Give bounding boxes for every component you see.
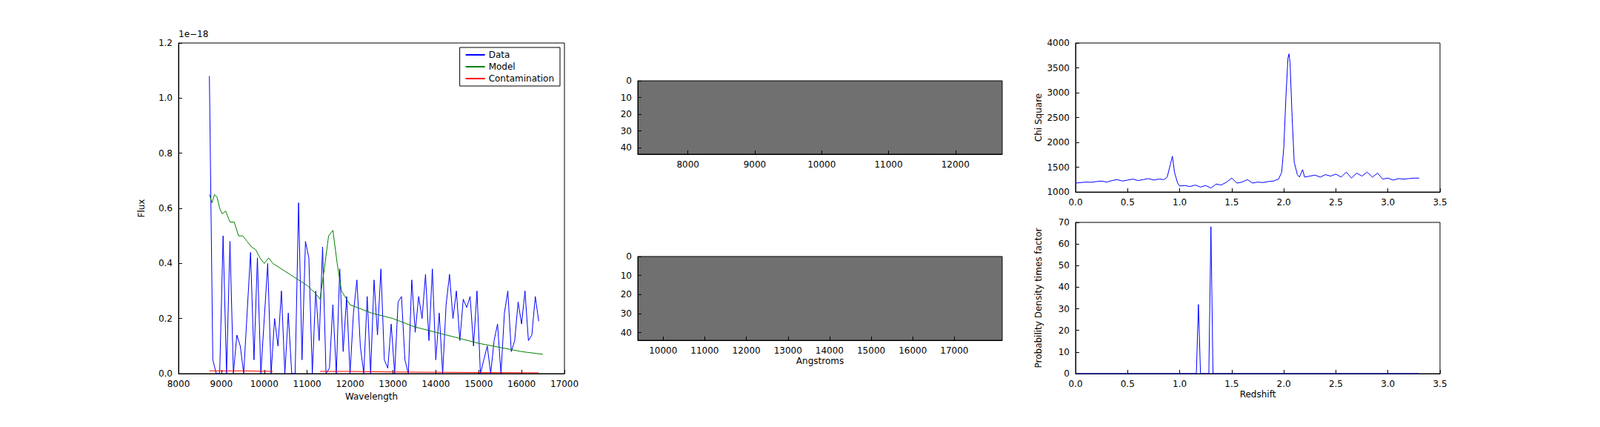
svg-text:0.0: 0.0 <box>158 368 173 379</box>
svg-text:20: 20 <box>620 288 632 300</box>
svg-text:12000: 12000 <box>731 345 760 356</box>
svg-text:15000: 15000 <box>464 378 493 389</box>
svg-text:1000: 1000 <box>1046 186 1070 198</box>
svg-text:2.5: 2.5 <box>1328 378 1343 389</box>
svg-text:0.8: 0.8 <box>158 148 173 159</box>
svg-text:0.4: 0.4 <box>158 257 173 269</box>
svg-text:11000: 11000 <box>874 159 903 170</box>
svg-text:9000: 9000 <box>743 159 767 170</box>
svg-text:40: 40 <box>620 142 632 153</box>
svg-text:0.2: 0.2 <box>158 313 173 324</box>
svg-text:20: 20 <box>1058 325 1070 336</box>
svg-text:Redshift: Redshift <box>1240 388 1277 400</box>
svg-text:30: 30 <box>1058 303 1070 315</box>
svg-text:30: 30 <box>620 125 632 137</box>
svg-text:10: 10 <box>1058 346 1070 358</box>
svg-text:0.5: 0.5 <box>1120 378 1135 389</box>
svg-text:1.5: 1.5 <box>1224 378 1239 389</box>
svg-text:0: 0 <box>1063 368 1070 379</box>
svg-text:0.5: 0.5 <box>1120 197 1135 208</box>
svg-text:14000: 14000 <box>815 345 844 356</box>
svg-text:0.0: 0.0 <box>1068 378 1083 389</box>
svg-text:Probability Density times fact: Probability Density times factor <box>1033 227 1044 368</box>
svg-text:3500: 3500 <box>1046 62 1070 74</box>
svg-text:40: 40 <box>1058 281 1070 292</box>
svg-text:8000: 8000 <box>676 159 700 170</box>
svg-text:1.5: 1.5 <box>1224 197 1239 208</box>
svg-text:10: 10 <box>620 270 632 281</box>
svg-text:13000: 13000 <box>774 345 803 356</box>
svg-text:11000: 11000 <box>690 345 719 356</box>
svg-text:Angstroms: Angstroms <box>796 355 844 366</box>
svg-text:Contamination: Contamination <box>488 73 555 84</box>
svg-text:10: 10 <box>620 92 632 103</box>
svg-text:16000: 16000 <box>898 345 927 356</box>
svg-text:Data: Data <box>488 49 511 60</box>
svg-text:2500: 2500 <box>1046 112 1070 123</box>
svg-text:Chi Square: Chi Square <box>1033 93 1044 142</box>
svg-text:30: 30 <box>620 308 632 319</box>
svg-text:60: 60 <box>1058 238 1070 249</box>
svg-text:10000: 10000 <box>648 345 678 356</box>
svg-text:10000: 10000 <box>807 159 836 170</box>
svg-text:1500: 1500 <box>1046 162 1070 173</box>
svg-text:13000: 13000 <box>378 378 407 389</box>
svg-text:0: 0 <box>625 75 632 86</box>
svg-text:8000: 8000 <box>167 378 191 389</box>
svg-text:16000: 16000 <box>507 378 536 389</box>
svg-text:4000: 4000 <box>1046 37 1070 49</box>
svg-text:12000: 12000 <box>335 378 364 389</box>
svg-text:0.0: 0.0 <box>1068 197 1083 208</box>
svg-text:3.0: 3.0 <box>1380 378 1395 389</box>
svg-text:20: 20 <box>620 108 632 120</box>
svg-text:11000: 11000 <box>293 378 322 389</box>
svg-text:17000: 17000 <box>940 345 969 356</box>
svg-text:Wavelength: Wavelength <box>345 391 398 402</box>
svg-text:9000: 9000 <box>210 378 234 389</box>
svg-text:1.0: 1.0 <box>1172 197 1187 208</box>
svg-text:Flux: Flux <box>136 199 147 218</box>
svg-text:70: 70 <box>1058 217 1070 228</box>
svg-text:3.5: 3.5 <box>1432 197 1447 208</box>
svg-text:2.0: 2.0 <box>1277 378 1292 389</box>
svg-text:3000: 3000 <box>1046 87 1070 98</box>
svg-text:1e−18: 1e−18 <box>178 28 209 40</box>
svg-text:3.5: 3.5 <box>1432 378 1447 389</box>
svg-text:Model: Model <box>488 61 516 72</box>
svg-text:15000: 15000 <box>857 345 886 356</box>
svg-text:40: 40 <box>620 327 632 338</box>
svg-text:1.0: 1.0 <box>1172 378 1187 389</box>
svg-text:10000: 10000 <box>250 378 279 389</box>
svg-text:0.6: 0.6 <box>158 202 173 214</box>
svg-text:2.0: 2.0 <box>1277 197 1292 208</box>
svg-text:3.0: 3.0 <box>1380 197 1395 208</box>
svg-text:14000: 14000 <box>421 378 450 389</box>
svg-text:0: 0 <box>625 251 632 262</box>
svg-text:17000: 17000 <box>550 378 579 389</box>
svg-text:1.2: 1.2 <box>158 37 173 49</box>
svg-text:2000: 2000 <box>1046 137 1070 148</box>
svg-text:50: 50 <box>1058 260 1070 271</box>
svg-text:2.5: 2.5 <box>1328 197 1343 208</box>
svg-text:1.0: 1.0 <box>158 92 173 103</box>
svg-text:12000: 12000 <box>941 159 970 170</box>
